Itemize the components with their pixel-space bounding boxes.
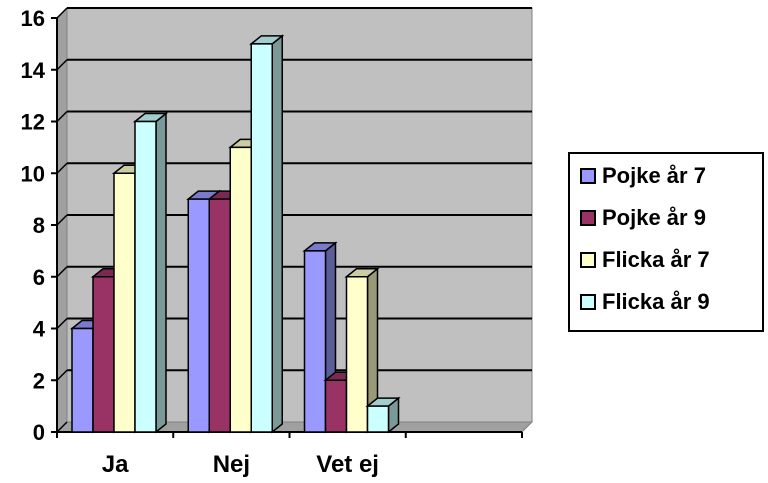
gridline-diagonal: [56, 59, 68, 71]
legend-item-2: Pojke år 9: [580, 203, 706, 233]
bar-front: [229, 146, 252, 433]
y-tick-label: 0: [33, 420, 45, 445]
bar-front: [187, 198, 210, 433]
bar-front: [208, 198, 231, 433]
gridline-diagonal: [56, 317, 68, 330]
gridline-diagonal: [56, 369, 68, 381]
legend: Pojke år 7 Pojke år 9 Flicka år 7 Flicka…: [568, 152, 764, 332]
y-tick-label: 2: [33, 368, 45, 393]
y-tick-labels: 0 2 4 6 8 10 12 14 16: [21, 6, 46, 445]
x-tick-label: Vet ej: [316, 451, 379, 478]
legend-label-3: Flicka år 7: [602, 247, 710, 272]
legend-swatch-4: [580, 294, 596, 310]
bars: [69, 34, 401, 434]
y-tick-label: 4: [33, 317, 46, 342]
x-tick-label: Ja: [102, 451, 129, 478]
bar-front: [71, 327, 94, 433]
x-tick-labels: Ja Nej Vet ej: [102, 451, 379, 478]
y-tick-label: 6: [33, 265, 45, 290]
bar: [132, 111, 169, 434]
bar-front: [250, 43, 273, 433]
x-tick-label: Nej: [213, 451, 250, 478]
bar-front: [92, 276, 115, 433]
bar-front: [345, 276, 369, 433]
y-tick-label: 12: [21, 110, 45, 135]
y-tick-label: 16: [21, 6, 45, 31]
gridline-diagonal: [56, 162, 68, 174]
bar-front: [113, 172, 136, 433]
gridline-diagonal: [56, 7, 68, 19]
bar-front: [303, 250, 327, 433]
legend-label-1: Pojke år 7: [602, 163, 706, 188]
legend-swatch-3: [580, 252, 596, 268]
y-tick-label: 8: [33, 213, 45, 238]
bar-front: [324, 379, 348, 433]
y-tick-label: 14: [21, 58, 46, 83]
bar-front: [366, 405, 390, 433]
y-tick-label: 10: [21, 161, 45, 186]
gridline-diagonal: [56, 266, 68, 278]
gridline-diagonal: [56, 421, 68, 433]
legend-swatch-1: [580, 168, 596, 184]
bar-side: [271, 34, 283, 434]
bar: [344, 267, 380, 434]
legend-item-1: Pojke år 7: [580, 161, 706, 191]
bar-side: [155, 111, 167, 434]
legend-label-2: Pojke år 9: [602, 205, 706, 230]
gridline-diagonal: [56, 214, 68, 226]
bar: [249, 34, 285, 434]
legend-label-4: Flicka år 9: [602, 289, 710, 314]
bar-front: [134, 120, 157, 433]
bar: [365, 396, 401, 434]
legend-item-3: Flicka år 7: [580, 245, 710, 275]
legend-item-4: Flicka år 9: [580, 287, 710, 317]
gridline-diagonal: [56, 110, 68, 123]
legend-swatch-2: [580, 210, 596, 226]
